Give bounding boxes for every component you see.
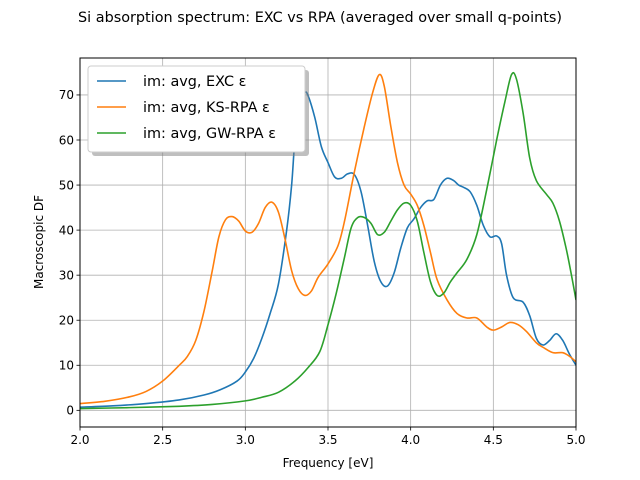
y-tick-label: 0 [66,404,74,418]
y-tick-label: 70 [59,88,74,102]
x-tick-label: 5.0 [566,433,585,447]
legend-box [87,65,306,153]
x-tick-label: 3.5 [318,433,337,447]
series-line-1 [80,91,576,408]
x-axis: 2.0 2.5 3.0 3.5 4.0 4.5 5.0 [70,427,586,447]
series-layer [80,71,576,410]
y-tick-label: 10 [59,359,74,373]
series-line-3 [80,71,576,410]
x-tick-label: 3.0 [236,433,255,447]
chart-title: Si absorption spectrum: EXC vs RPA (aver… [78,10,562,26]
y-tick-label: 40 [59,223,74,237]
legend-entry-1: im: avg, EXC ε [143,74,246,90]
x-axis-label: Frequency [eV] [283,456,374,470]
y-tick-label: 50 [59,178,74,192]
legend-entry-3: im: avg, GW-RPA ε [143,126,276,142]
x-tick-label: 2.5 [153,433,172,447]
x-tick-label: 4.5 [484,433,503,447]
legend-entry-2: im: avg, KS-RPA ε [143,100,270,116]
y-tick-label: 20 [59,314,74,328]
x-tick-label: 2.0 [70,433,89,447]
y-axis-label: Macroscopic DF [32,195,46,289]
y-axis: 0 10 20 30 40 50 60 70 [59,88,80,418]
series-line-2 [80,73,576,405]
y-tick-label: 60 [59,133,74,147]
x-tick-label: 4.0 [401,433,420,447]
y-tick-label: 30 [59,268,74,282]
legend: im: avg, EXC ε im: avg, KS-RPA ε im: avg, … [87,65,309,156]
